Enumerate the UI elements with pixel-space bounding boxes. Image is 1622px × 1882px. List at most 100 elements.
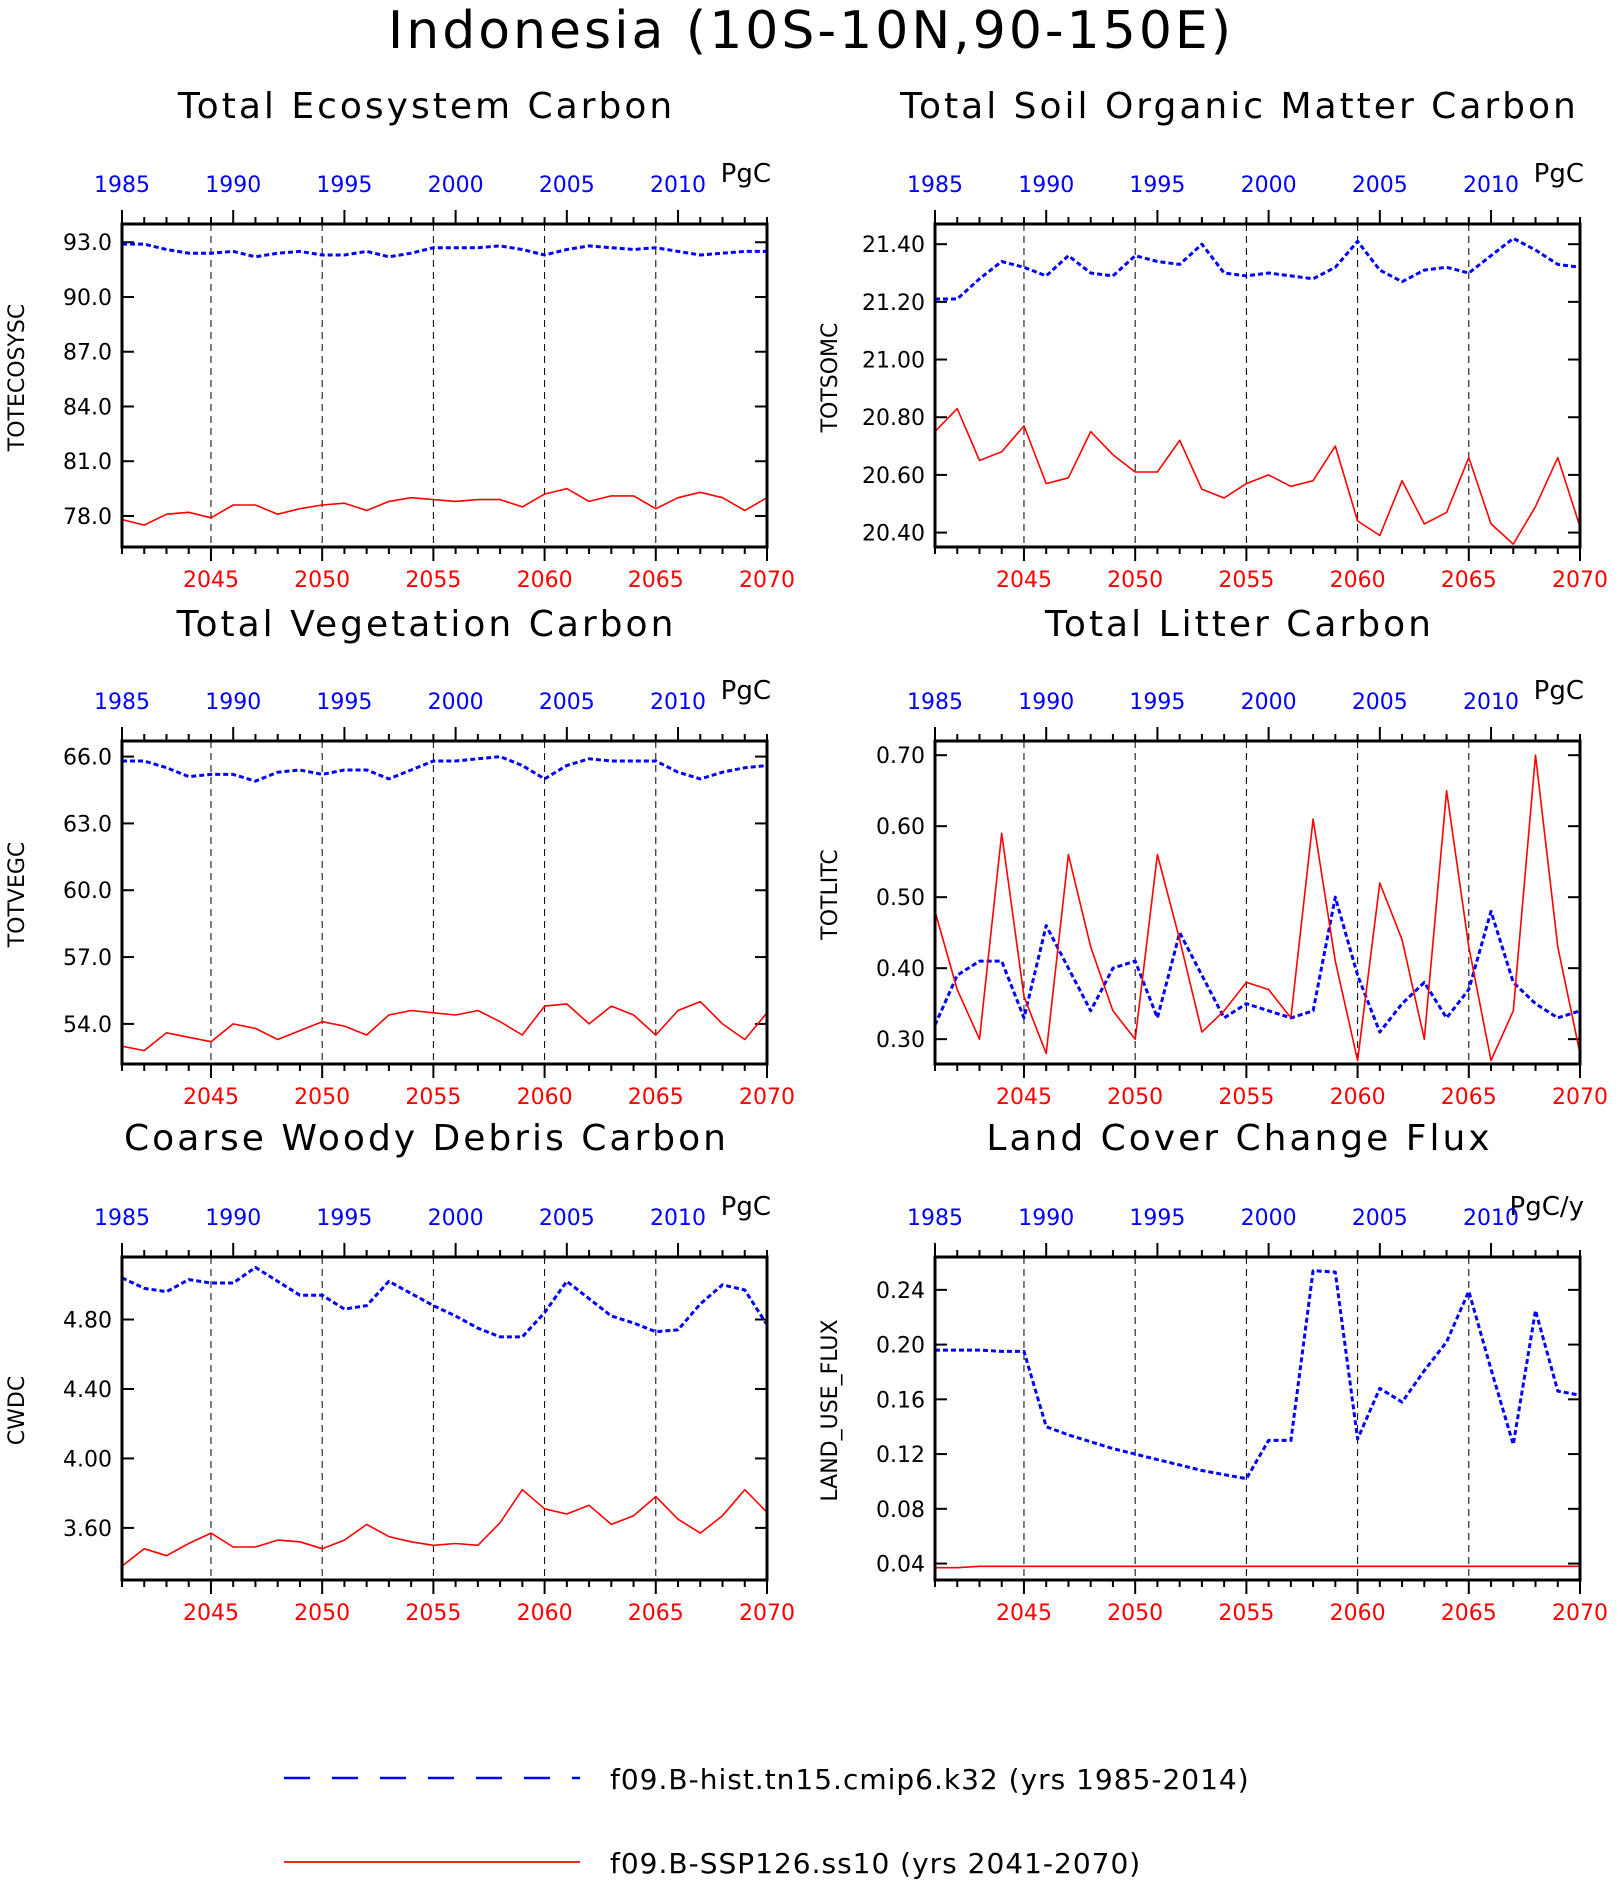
y-axis-label: LAND_USE_FLUX xyxy=(818,1319,843,1501)
y-tick-label: 78.0 xyxy=(63,505,112,530)
y-tick-label: 63.0 xyxy=(63,812,112,837)
x-top-tick-label: 2010 xyxy=(650,1206,706,1231)
panel-title: Total Vegetation Carbon xyxy=(176,604,677,645)
panel-2: Total Soil Organic Matter Carbon PgC TOTSO… xyxy=(818,86,1608,593)
plot-frame xyxy=(120,739,769,1066)
panel-title: Total Soil Organic Matter Carbon xyxy=(899,86,1579,127)
x-top-tick-label: 1990 xyxy=(205,1206,261,1231)
y-tick-label: 4.40 xyxy=(63,1378,112,1403)
series-line-ssp xyxy=(934,407,1581,545)
plot-frame xyxy=(120,1255,769,1582)
series-line-hist xyxy=(122,242,767,259)
series-line-hist xyxy=(935,1269,1581,1481)
x-top-tick-label: 1995 xyxy=(316,690,372,715)
x-top-tick-label: 1995 xyxy=(316,1206,372,1231)
legend-label-ssp: f09.B-SSP126.ss10 (yrs 2041-2070) xyxy=(610,1847,1141,1880)
y-tick-label: 21.20 xyxy=(862,291,925,316)
x-top-tick-label: 2000 xyxy=(1241,690,1297,715)
x-tick-label: 2050 xyxy=(294,1085,350,1110)
x-top-tick-label: 1990 xyxy=(205,690,261,715)
y-tick-label: 0.30 xyxy=(876,1028,925,1053)
legend-label-hist: f09.B-hist.tn15.cmip6.k32 (yrs 1985-2014… xyxy=(610,1763,1250,1796)
y-tick-label: 0.08 xyxy=(876,1498,925,1523)
units-label: PgC/y xyxy=(1510,1192,1584,1222)
y-tick-label: 4.00 xyxy=(63,1447,112,1472)
x-top-tick-label: 2000 xyxy=(428,690,484,715)
x-tick-label: 2045 xyxy=(183,1085,239,1110)
x-tick-label: 2055 xyxy=(1218,1085,1274,1110)
x-top-tick-label: 2000 xyxy=(1241,173,1297,198)
y-axis-label: TOTSOMC xyxy=(818,323,843,434)
x-tick-label: 2065 xyxy=(628,568,684,593)
units-label: PgC xyxy=(721,1192,771,1222)
series-line-ssp xyxy=(121,1488,768,1567)
x-tick-label: 2045 xyxy=(996,568,1052,593)
x-top-tick-label: 2000 xyxy=(428,173,484,198)
y-tick-label: 0.20 xyxy=(876,1334,925,1359)
x-top-tick-label: 2010 xyxy=(1463,1206,1519,1231)
x-top-tick-label: 1995 xyxy=(1129,1206,1185,1231)
x-tick-label: 2070 xyxy=(739,1085,795,1110)
x-tick-label: 2070 xyxy=(1552,1601,1608,1626)
y-tick-label: 54.0 xyxy=(63,1013,112,1038)
x-tick-label: 2060 xyxy=(517,568,573,593)
plot-frame xyxy=(933,1255,1582,1582)
x-tick-label: 2055 xyxy=(405,568,461,593)
y-tick-label: 20.40 xyxy=(862,522,925,547)
panel-6: Land Cover Change Flux PgC/y LAND_USE_FLUX… xyxy=(818,1118,1608,1626)
y-tick-label: 81.0 xyxy=(63,450,112,475)
y-tick-label: 0.24 xyxy=(876,1279,925,1304)
y-tick-label: 93.0 xyxy=(63,231,112,256)
x-tick-label: 2055 xyxy=(405,1085,461,1110)
y-tick-label: 0.16 xyxy=(876,1388,925,1413)
x-tick-label: 2065 xyxy=(1441,1085,1497,1110)
x-tick-label: 2055 xyxy=(405,1601,461,1626)
y-axis-label: CWDC xyxy=(5,1376,30,1445)
x-top-tick-label: 2005 xyxy=(1352,690,1408,715)
x-tick-label: 2065 xyxy=(628,1085,684,1110)
x-tick-label: 2065 xyxy=(1441,1601,1497,1626)
plot-frame xyxy=(933,222,1582,549)
y-tick-label: 21.40 xyxy=(862,233,925,258)
main-title: Indonesia (10S-10N,90-150E) xyxy=(388,1,1234,61)
y-tick-label: 20.60 xyxy=(862,464,925,489)
y-tick-label: 3.60 xyxy=(63,1517,112,1542)
x-top-tick-label: 1985 xyxy=(907,1206,963,1231)
series-line-hist xyxy=(122,755,768,783)
x-tick-label: 2050 xyxy=(1107,1601,1163,1626)
x-tick-label: 2070 xyxy=(1552,568,1608,593)
y-tick-label: 57.0 xyxy=(63,946,112,971)
x-top-tick-label: 1995 xyxy=(1129,173,1185,198)
x-top-tick-label: 2005 xyxy=(539,1206,595,1231)
y-tick-label: 0.12 xyxy=(876,1443,925,1468)
x-top-tick-label: 1990 xyxy=(205,173,261,198)
x-top-tick-label: 1990 xyxy=(1018,690,1074,715)
x-tick-label: 2070 xyxy=(1552,1085,1608,1110)
x-tick-label: 2055 xyxy=(1218,1601,1274,1626)
x-tick-label: 2050 xyxy=(294,1601,350,1626)
x-top-tick-label: 1990 xyxy=(1018,173,1074,198)
series-line-ssp xyxy=(121,487,768,526)
y-tick-label: 60.0 xyxy=(63,879,112,904)
series-line-hist xyxy=(935,236,1581,301)
legend: f09.B-hist.tn15.cmip6.k32 (yrs 1985-2014… xyxy=(284,1763,1250,1880)
panels: Total Ecosystem Carbon PgC TOTECOSYSC 2045 2… xyxy=(5,86,1608,1626)
y-tick-label: 66.0 xyxy=(63,746,112,771)
panel-title: Total Litter Carbon xyxy=(1044,604,1434,645)
y-tick-label: 4.80 xyxy=(63,1309,112,1334)
series-line-ssp xyxy=(934,754,1581,1062)
y-tick-label: 0.40 xyxy=(876,957,925,982)
plot-frame xyxy=(120,222,769,549)
x-top-tick-label: 2010 xyxy=(650,173,706,198)
y-tick-label: 21.00 xyxy=(862,349,925,374)
units-label: PgC xyxy=(1534,676,1584,706)
x-top-tick-label: 1990 xyxy=(1018,1206,1074,1231)
x-tick-label: 2050 xyxy=(294,568,350,593)
x-top-tick-label: 1985 xyxy=(907,690,963,715)
x-tick-label: 2065 xyxy=(628,1601,684,1626)
x-top-tick-label: 2000 xyxy=(428,1206,484,1231)
panel-title: Total Ecosystem Carbon xyxy=(177,86,675,127)
x-tick-label: 2060 xyxy=(1330,568,1386,593)
x-tick-label: 2045 xyxy=(996,1601,1052,1626)
